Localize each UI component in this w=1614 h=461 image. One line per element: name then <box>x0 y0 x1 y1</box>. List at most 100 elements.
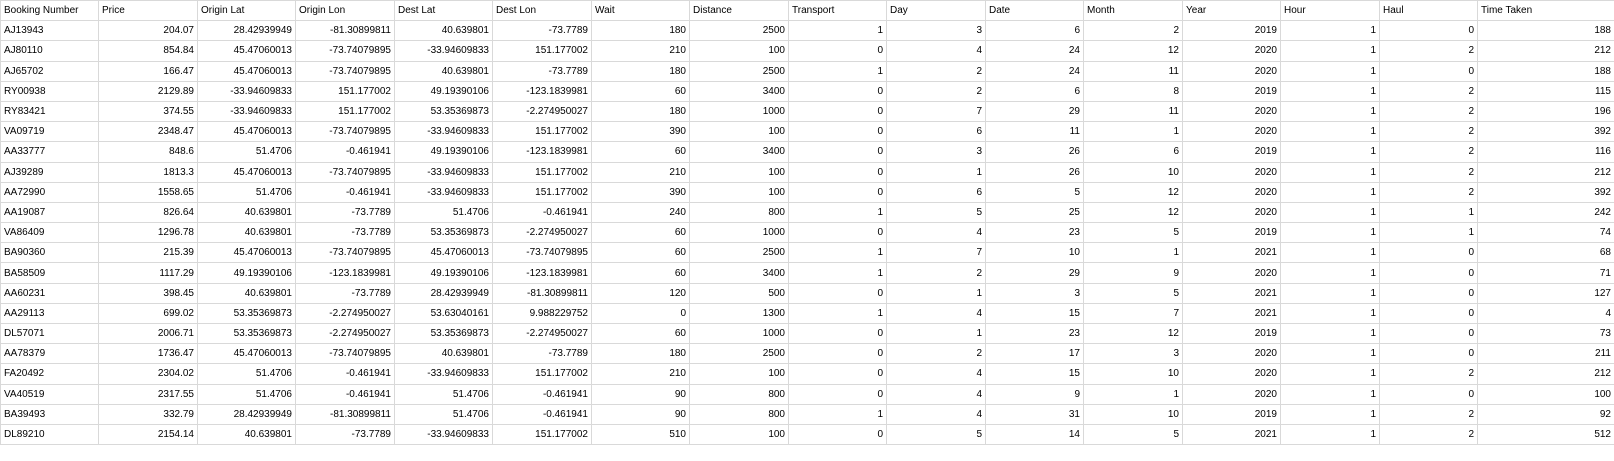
table-cell[interactable]: 45.47060013 <box>197 161 296 183</box>
table-cell[interactable]: -73.7789 <box>295 282 395 304</box>
table-cell[interactable]: 0 <box>788 363 887 385</box>
table-cell[interactable]: 53.35369873 <box>197 322 296 345</box>
table-cell[interactable]: 53.35369873 <box>394 100 493 123</box>
table-cell[interactable]: 0 <box>788 282 887 304</box>
table-cell[interactable]: AA60231 <box>0 282 99 304</box>
table-cell[interactable]: 0 <box>788 141 887 163</box>
table-cell[interactable]: 215.39 <box>98 242 198 264</box>
table-cell[interactable]: 2 <box>1379 181 1478 203</box>
table-cell[interactable]: -33.94609833 <box>394 181 493 203</box>
table-cell[interactable]: 2 <box>1379 161 1478 183</box>
table-cell[interactable]: 49.19390106 <box>394 141 493 163</box>
table-cell[interactable]: 1 <box>1280 403 1380 425</box>
table-cell[interactable]: 74 <box>1477 222 1614 244</box>
table-cell[interactable]: 15 <box>985 363 1084 385</box>
table-cell[interactable]: 10 <box>1083 403 1183 425</box>
table-cell[interactable]: -123.1839981 <box>492 262 592 284</box>
table-cell[interactable]: -123.1839981 <box>492 80 592 102</box>
table-cell[interactable]: 242 <box>1477 201 1614 224</box>
column-header[interactable]: Dest Lon <box>492 0 592 22</box>
table-cell[interactable]: 6 <box>1083 141 1183 163</box>
table-cell[interactable]: 512 <box>1477 423 1614 446</box>
table-cell[interactable]: 0 <box>788 121 887 143</box>
table-cell[interactable]: 2020 <box>1182 161 1281 183</box>
table-cell[interactable]: 240 <box>591 201 690 224</box>
table-cell[interactable]: 40.639801 <box>197 282 296 304</box>
column-header[interactable]: Transport <box>788 0 887 22</box>
table-cell[interactable]: 1558.65 <box>98 181 198 203</box>
table-cell[interactable]: 1 <box>1280 302 1380 325</box>
table-cell[interactable]: 23 <box>985 222 1084 244</box>
table-cell[interactable]: -2.274950027 <box>492 322 592 345</box>
table-cell[interactable]: 11 <box>1083 100 1183 123</box>
table-cell[interactable]: 7 <box>886 100 986 123</box>
table-cell[interactable]: 2021 <box>1182 242 1281 264</box>
table-cell[interactable]: 29 <box>985 262 1084 284</box>
table-cell[interactable]: 2020 <box>1182 363 1281 385</box>
table-cell[interactable]: 0 <box>788 80 887 102</box>
table-cell[interactable]: 1 <box>1280 60 1380 82</box>
table-cell[interactable]: 100 <box>689 121 789 143</box>
table-cell[interactable]: 9 <box>1083 262 1183 284</box>
table-cell[interactable]: 2 <box>1379 100 1478 123</box>
table-cell[interactable]: 0 <box>1379 343 1478 365</box>
table-cell[interactable]: 2020 <box>1182 100 1281 123</box>
table-cell[interactable]: 3 <box>886 141 986 163</box>
table-cell[interactable]: 212 <box>1477 40 1614 62</box>
table-cell[interactable]: 392 <box>1477 121 1614 143</box>
table-cell[interactable]: 2 <box>1379 141 1478 163</box>
table-cell[interactable]: 9.988229752 <box>492 302 592 325</box>
column-header[interactable]: Year <box>1182 0 1281 22</box>
table-cell[interactable]: 212 <box>1477 161 1614 183</box>
table-cell[interactable]: 2006.71 <box>98 322 198 345</box>
table-cell[interactable]: 68 <box>1477 242 1614 264</box>
column-header[interactable]: Wait <box>591 0 690 22</box>
table-cell[interactable]: -0.461941 <box>492 201 592 224</box>
table-cell[interactable]: 800 <box>689 383 789 405</box>
table-cell[interactable]: 0 <box>1379 262 1478 284</box>
table-cell[interactable]: 1 <box>1280 40 1380 62</box>
table-cell[interactable]: 116 <box>1477 141 1614 163</box>
table-cell[interactable]: 196 <box>1477 100 1614 123</box>
table-cell[interactable]: 5 <box>1083 423 1183 446</box>
table-cell[interactable]: 1 <box>1280 282 1380 304</box>
table-cell[interactable]: 2 <box>1379 80 1478 102</box>
table-cell[interactable]: 53.35369873 <box>394 322 493 345</box>
table-cell[interactable]: 1 <box>886 161 986 183</box>
table-cell[interactable]: 7 <box>1083 302 1183 325</box>
table-cell[interactable]: 510 <box>591 423 690 446</box>
table-cell[interactable]: 211 <box>1477 343 1614 365</box>
table-cell[interactable]: 2020 <box>1182 383 1281 405</box>
table-cell[interactable]: 1 <box>788 20 887 42</box>
table-cell[interactable]: 800 <box>689 403 789 425</box>
table-cell[interactable]: 1 <box>1280 423 1380 446</box>
table-cell[interactable]: 0 <box>1379 302 1478 325</box>
table-cell[interactable]: -2.274950027 <box>492 222 592 244</box>
column-header[interactable]: Haul <box>1379 0 1478 22</box>
table-cell[interactable]: AA72990 <box>0 181 99 203</box>
table-cell[interactable]: 1 <box>1083 242 1183 264</box>
table-cell[interactable]: 1736.47 <box>98 343 198 365</box>
table-cell[interactable]: 49.19390106 <box>197 262 296 284</box>
table-cell[interactable]: 4 <box>886 403 986 425</box>
table-cell[interactable]: 5 <box>985 181 1084 203</box>
table-cell[interactable]: AA78379 <box>0 343 99 365</box>
table-cell[interactable]: 10 <box>985 242 1084 264</box>
table-cell[interactable]: 1 <box>1280 242 1380 264</box>
table-cell[interactable]: 1117.29 <box>98 262 198 284</box>
table-cell[interactable]: -33.94609833 <box>197 80 296 102</box>
table-cell[interactable]: DL89210 <box>0 423 99 446</box>
table-cell[interactable]: 2154.14 <box>98 423 198 446</box>
table-cell[interactable]: 14 <box>985 423 1084 446</box>
table-cell[interactable]: 2019 <box>1182 20 1281 42</box>
table-cell[interactable]: 60 <box>591 80 690 102</box>
table-cell[interactable]: 49.19390106 <box>394 80 493 102</box>
table-cell[interactable]: 2500 <box>689 60 789 82</box>
table-cell[interactable]: 1296.78 <box>98 222 198 244</box>
table-cell[interactable]: 49.19390106 <box>394 262 493 284</box>
table-cell[interactable]: 1 <box>1280 363 1380 385</box>
table-cell[interactable]: 374.55 <box>98 100 198 123</box>
table-cell[interactable]: -73.7789 <box>492 60 592 82</box>
table-cell[interactable]: 1000 <box>689 100 789 123</box>
table-cell[interactable]: -33.94609833 <box>394 423 493 446</box>
